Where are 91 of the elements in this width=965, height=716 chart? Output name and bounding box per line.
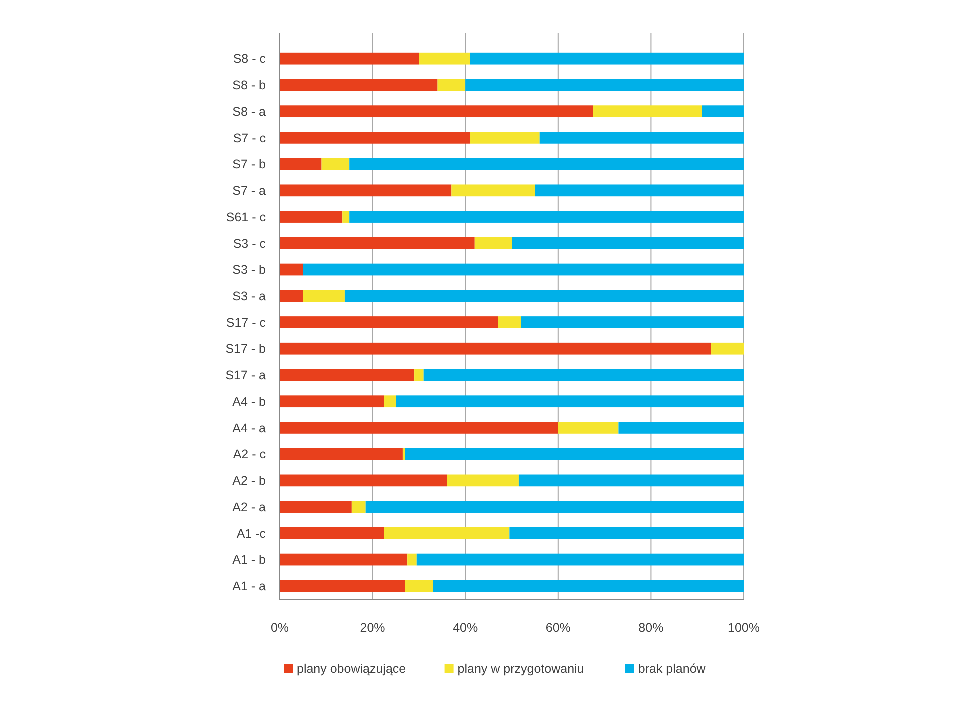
bar (280, 264, 304, 276)
y-tick-label: S8 - b (232, 78, 266, 93)
bar (280, 527, 384, 540)
bar (452, 184, 536, 197)
bar (474, 237, 512, 250)
bar (350, 158, 744, 170)
bar (280, 237, 475, 250)
bar (280, 474, 448, 487)
bar (280, 132, 470, 144)
x-tick-label: 80% (638, 621, 664, 635)
bar (280, 448, 403, 460)
y-tick-label: S7 - b (232, 158, 266, 172)
bar (366, 501, 744, 513)
y-tick-label: S17 - b (226, 342, 266, 356)
bar (535, 184, 744, 197)
bar (322, 158, 350, 170)
bar (280, 342, 712, 355)
bar (280, 554, 408, 566)
bar (558, 422, 619, 434)
bar (416, 554, 744, 566)
y-tick-label: A2 - a (232, 500, 266, 514)
bar (510, 527, 744, 540)
bar (408, 554, 417, 566)
y-tick-label: S3 - b (232, 263, 266, 278)
bar (280, 158, 322, 170)
bar (280, 79, 438, 92)
bar (280, 211, 343, 223)
y-tick-label: A2 - c (233, 448, 266, 462)
y-tick-label: A1 - a (232, 580, 266, 594)
y-tick-label: S17 - a (226, 368, 266, 383)
bar (521, 316, 744, 328)
bar (396, 396, 744, 408)
x-tick-label: 60% (546, 621, 571, 635)
bar (352, 501, 366, 513)
bar (466, 79, 744, 92)
bar (280, 396, 384, 408)
bar (512, 237, 744, 250)
bar (540, 132, 744, 144)
bar (280, 369, 415, 382)
y-tick-label: S7 - a (232, 184, 266, 198)
bar (419, 52, 470, 65)
y-tick-label: S17 - c (226, 316, 266, 330)
y-tick-label: A4 - b (232, 394, 266, 409)
bar (593, 106, 702, 118)
bar (344, 290, 744, 302)
legend-label: plany w przygotowaniu (458, 662, 584, 676)
bar (280, 316, 498, 328)
bar (280, 184, 452, 197)
bar (405, 580, 434, 592)
y-tick-label: A1 - b (232, 553, 266, 568)
bar (433, 580, 744, 592)
bar (402, 448, 406, 460)
x-tick-label: 100% (728, 621, 760, 635)
bar (280, 580, 406, 592)
bar (280, 501, 352, 513)
bar (470, 132, 540, 144)
y-tick-label: A1 -c (236, 526, 266, 541)
bar (280, 106, 594, 118)
bar (414, 369, 424, 382)
bar (518, 474, 744, 487)
y-tick-label: S3 - c (233, 236, 266, 251)
bar (498, 316, 522, 328)
bar (280, 52, 420, 65)
bar (280, 290, 304, 302)
y-tick-label: S3 - a (232, 290, 266, 304)
bar (424, 369, 744, 382)
y-tick-label: S8 - a (232, 104, 266, 119)
bar (405, 448, 744, 460)
bar (470, 52, 744, 65)
bar (438, 79, 466, 92)
x-tick-label: 40% (453, 621, 478, 635)
y-tick-label: A4 - a (232, 421, 266, 436)
legend-label: brak planów (638, 662, 707, 676)
x-tick-label: 0% (270, 621, 290, 635)
y-tick-label: S8 - c (233, 52, 266, 66)
bar (712, 342, 744, 355)
legend-label: plany obowiązujące (297, 662, 406, 676)
y-tick-label: S7 - c (233, 131, 266, 146)
bar (303, 264, 744, 276)
y-tick-label: A2 - b (232, 474, 266, 488)
bar (618, 422, 744, 434)
bar (384, 527, 510, 540)
bar (303, 290, 345, 302)
bar (384, 396, 396, 408)
bar (350, 211, 744, 223)
bar (342, 211, 350, 223)
y-tick-label: S61 - c (226, 210, 266, 224)
bar (280, 422, 558, 434)
x-tick-label: 20% (360, 621, 386, 635)
bar (447, 474, 519, 487)
bar (702, 106, 744, 118)
